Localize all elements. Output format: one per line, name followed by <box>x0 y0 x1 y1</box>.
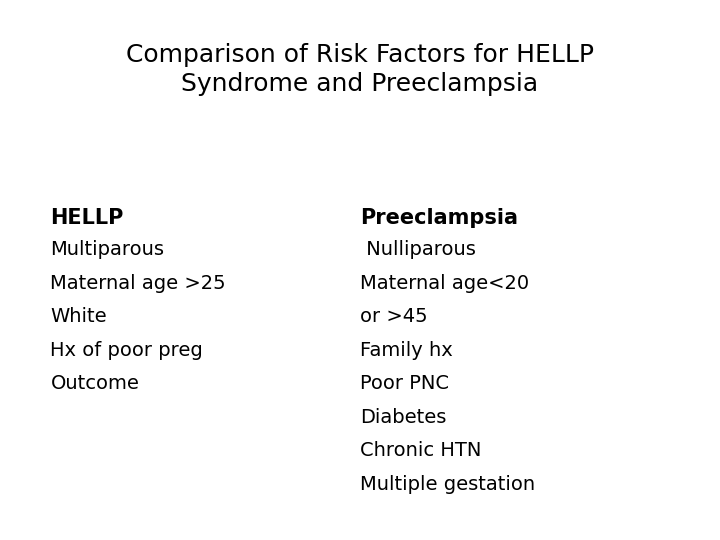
Text: Hx of poor preg: Hx of poor preg <box>50 341 203 360</box>
Text: HELLP: HELLP <box>50 208 124 228</box>
Text: or >45: or >45 <box>360 307 428 326</box>
Text: Maternal age >25: Maternal age >25 <box>50 274 226 293</box>
Text: White: White <box>50 307 107 326</box>
Text: Preeclampsia: Preeclampsia <box>360 208 518 228</box>
Text: Comparison of Risk Factors for HELLP
Syndrome and Preeclampsia: Comparison of Risk Factors for HELLP Syn… <box>126 43 594 96</box>
Text: Multiparous: Multiparous <box>50 240 164 259</box>
Text: Poor PNC: Poor PNC <box>360 374 449 393</box>
Text: Outcome: Outcome <box>50 374 139 393</box>
Text: Diabetes: Diabetes <box>360 408 446 427</box>
Text: Maternal age<20: Maternal age<20 <box>360 274 529 293</box>
Text: Multiple gestation: Multiple gestation <box>360 475 535 494</box>
Text: Family hx: Family hx <box>360 341 453 360</box>
Text: Nulliparous: Nulliparous <box>360 240 476 259</box>
Text: Chronic HTN: Chronic HTN <box>360 441 482 460</box>
